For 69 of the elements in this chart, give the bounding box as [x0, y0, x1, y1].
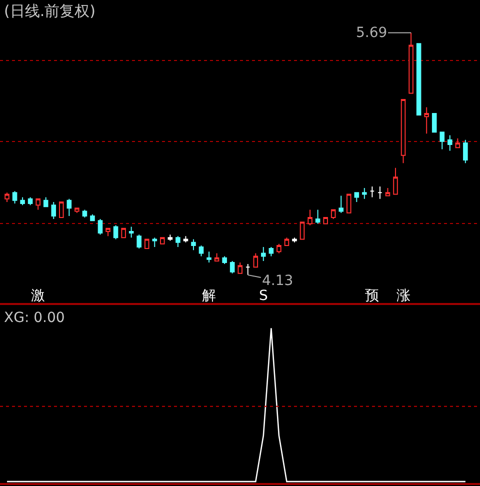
candlestick	[176, 236, 180, 248]
candlestick	[144, 238, 150, 250]
candlestick	[152, 237, 158, 248]
candlestick	[106, 228, 110, 237]
candlestick	[51, 201, 56, 220]
candlestick	[66, 198, 72, 216]
candlestick	[408, 32, 414, 94]
candlestick	[58, 201, 64, 218]
x-tick-label: 预	[365, 288, 380, 304]
candlestick	[43, 196, 48, 208]
candlestick	[90, 214, 95, 222]
candlestick	[222, 256, 227, 265]
candlestick	[160, 237, 165, 244]
candlestick	[354, 192, 360, 202]
candlestick	[416, 43, 422, 116]
candlestick	[136, 234, 142, 250]
candlestick	[362, 188, 367, 200]
candlestick	[191, 238, 196, 251]
candlestick	[253, 252, 258, 268]
candlestick	[268, 246, 274, 257]
annotation: 4.13	[262, 273, 294, 289]
candlestick	[385, 188, 390, 196]
candlestick	[432, 112, 437, 133]
candlestick	[315, 209, 320, 224]
candlestick	[82, 209, 88, 218]
candlestick	[300, 222, 305, 240]
candlestick	[245, 264, 250, 276]
candlestick	[370, 186, 375, 198]
candlestick	[455, 138, 460, 148]
candlestick	[121, 228, 126, 238]
candlestick	[284, 237, 290, 246]
candlestick	[128, 226, 134, 238]
candlestick	[338, 195, 344, 214]
candlestick	[214, 252, 220, 262]
annotation: 5.69	[356, 25, 388, 41]
candlestick	[400, 99, 406, 164]
x-tick-label: 涨	[396, 288, 410, 304]
candlestick	[74, 208, 80, 214]
candlestick	[206, 251, 212, 264]
candlestick	[393, 167, 398, 195]
candlestick	[198, 244, 204, 257]
candlestick	[346, 194, 352, 214]
x-tick-label: 激	[31, 288, 46, 304]
candlestick	[292, 237, 297, 243]
candlestick	[330, 209, 336, 220]
candlestick	[230, 260, 235, 274]
candlestick	[98, 218, 103, 236]
candlestick	[20, 196, 25, 206]
candlestick	[276, 243, 282, 254]
candlestick	[238, 262, 242, 274]
candlestick	[463, 139, 468, 164]
chart-title: (日线.前复权)	[4, 2, 96, 20]
x-tick-label: 解	[202, 288, 216, 304]
candlestick	[323, 216, 328, 224]
chart-title: XG: 0.00	[4, 310, 65, 326]
candlestick	[261, 246, 266, 262]
candlestick	[4, 192, 10, 202]
candlestick	[424, 106, 429, 134]
candlestick	[183, 236, 188, 243]
candlestick	[447, 134, 452, 152]
candlestick	[308, 209, 312, 226]
candlestick	[378, 186, 382, 200]
candlestick	[113, 224, 118, 240]
candlestick	[12, 190, 18, 204]
candlestick	[28, 196, 33, 206]
candlestick	[36, 198, 40, 210]
candlestick	[168, 234, 173, 242]
candlestick	[440, 132, 445, 150]
x-tick-label: S	[258, 288, 268, 304]
